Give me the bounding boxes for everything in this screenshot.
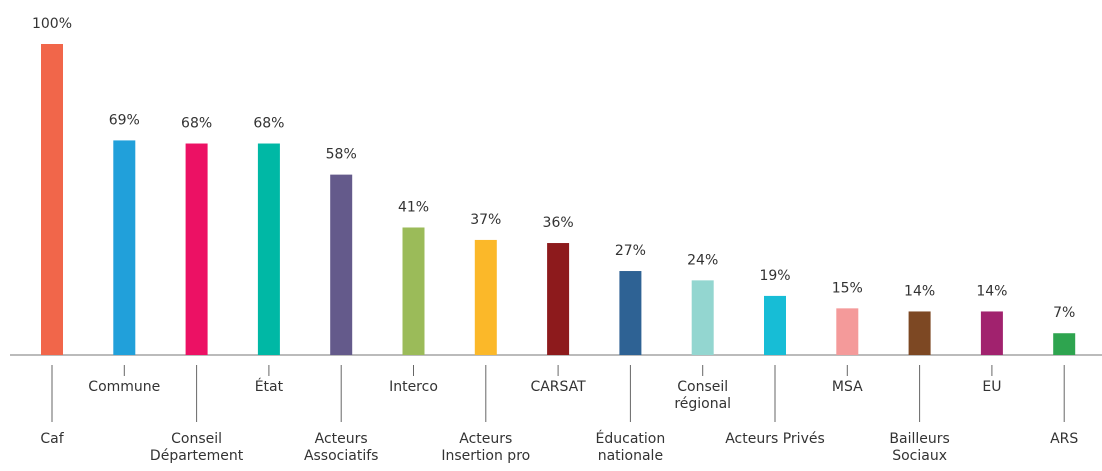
bar — [474, 239, 497, 355]
value-label: 24% — [687, 252, 718, 268]
bar — [908, 311, 931, 355]
x-tick-label: Caf — [40, 431, 64, 447]
bar — [402, 227, 425, 355]
value-label: 37% — [470, 212, 501, 228]
value-label: 15% — [832, 280, 863, 296]
bar — [257, 143, 280, 355]
x-tick-label: Commune — [88, 379, 161, 395]
bar — [41, 44, 63, 355]
value-label: 68% — [253, 116, 284, 132]
value-label: 58% — [326, 147, 357, 163]
x-tick-label: MSA — [831, 379, 863, 395]
value-label: 41% — [398, 199, 429, 215]
bar — [980, 311, 1003, 355]
x-tick-label: Acteurs Insertion pro — [441, 431, 531, 464]
bar — [113, 140, 136, 355]
bar — [330, 174, 353, 355]
x-tick-label: Acteurs Associatifs — [303, 431, 379, 464]
x-tick-label: Acteurs Privés — [725, 431, 825, 447]
x-tick-label: Conseil régional — [674, 379, 732, 412]
bar — [185, 143, 208, 355]
value-label: 69% — [109, 112, 140, 128]
x-tick-label: État — [254, 379, 284, 395]
value-label: 19% — [759, 268, 790, 284]
bar — [1053, 333, 1076, 355]
bar — [619, 271, 642, 355]
bar — [836, 308, 859, 355]
x-tick-label: Conseil Département — [149, 431, 244, 464]
x-tick-label: ARS — [1050, 431, 1079, 447]
value-label: 27% — [615, 243, 646, 259]
x-tick-label: Éducation nationale — [595, 431, 666, 464]
value-label: 36% — [543, 215, 574, 231]
value-label: 7% — [1053, 305, 1075, 321]
x-tick-label: EU — [982, 379, 1002, 395]
value-label: 68% — [181, 116, 212, 132]
x-tick-label: CARSAT — [530, 379, 586, 395]
value-label: 14% — [976, 283, 1007, 299]
x-tick-label: Bailleurs Sociaux — [889, 431, 950, 464]
bar — [764, 295, 786, 355]
value-label: 100% — [32, 16, 72, 32]
bar — [691, 280, 714, 355]
x-tick-label: Interco — [389, 379, 438, 395]
value-label: 14% — [904, 283, 935, 299]
bar — [547, 243, 570, 355]
